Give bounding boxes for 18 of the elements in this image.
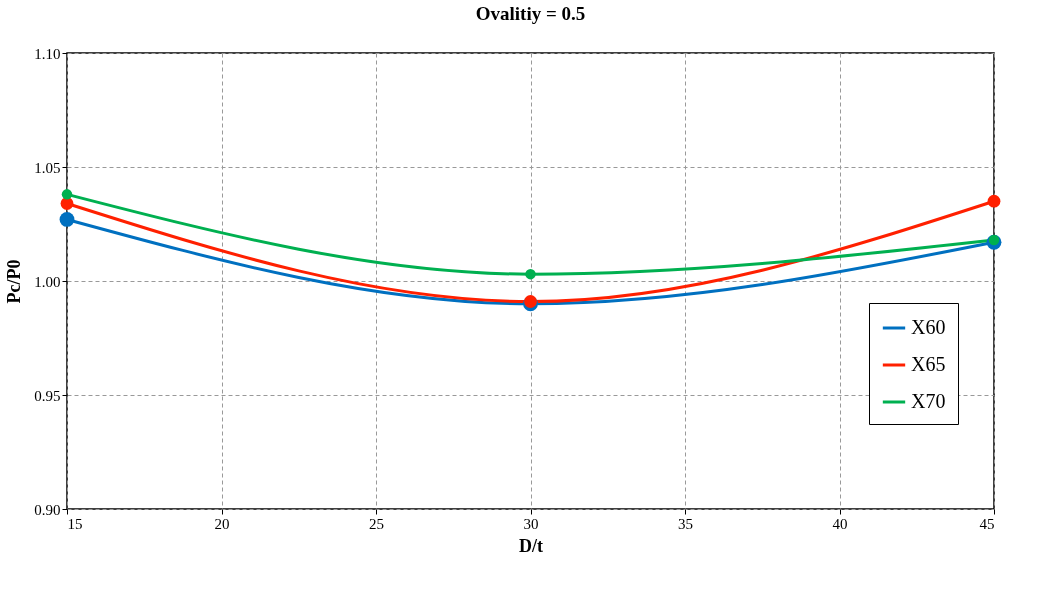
y-tick-label: 0.90 xyxy=(34,501,61,518)
x-tick-label: 40 xyxy=(832,515,848,532)
legend-label: X60 xyxy=(911,316,946,338)
x-tick-label: 25 xyxy=(369,515,384,532)
y-axis-title: Pc/P0 xyxy=(4,259,25,304)
legend-label: X65 xyxy=(911,353,946,375)
y-tick-label: 1.05 xyxy=(34,159,61,176)
y-tick-label: 0.95 xyxy=(34,387,61,404)
x-tick-label: 20 xyxy=(214,515,230,532)
legend-label: X70 xyxy=(911,390,946,412)
x-tick-label: 15 xyxy=(67,515,83,532)
x-axis-title: D/t xyxy=(519,535,543,556)
x-tick-label: 45 xyxy=(979,515,995,532)
x-tick-label: 30 xyxy=(523,515,539,532)
y-tick-label: 1.00 xyxy=(34,273,61,290)
y-tick-label: 1.10 xyxy=(34,45,61,62)
x-tick-label: 35 xyxy=(678,515,693,532)
chart-title: Ovalitiy = 0.5 xyxy=(475,3,586,24)
